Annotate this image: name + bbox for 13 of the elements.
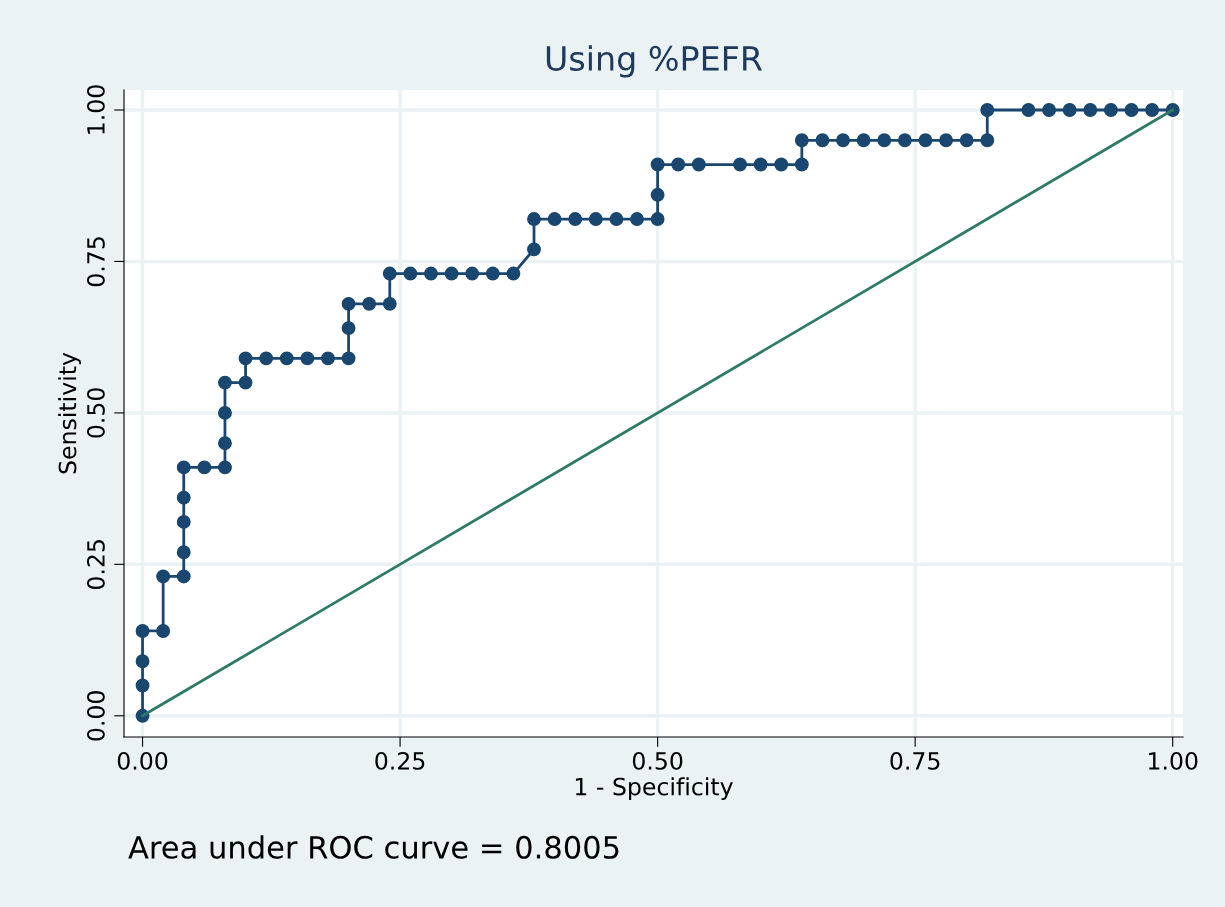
x-tick-label: 0.00 [117,752,168,770]
y-tick-label: 1.00 [86,85,105,134]
x-axis-title: 1 - Specificity [575,777,733,801]
x-tick-label: 0.50 [632,752,683,770]
y-axis-title: Sensitivity [58,352,82,474]
x-tick-label: 0.75 [890,752,940,770]
x-tick-label: 0.25 [375,752,425,770]
y-tick-label: 0.25 [86,540,105,590]
y-tick-label: 0.50 [86,388,105,438]
x-tick-label: 1.00 [1149,752,1198,770]
text: Area under ROC curve = 0.8005 [128,835,619,859]
chart-title: Using %PEFR [546,45,763,78]
y-tick-label: 0.75 [86,237,105,287]
